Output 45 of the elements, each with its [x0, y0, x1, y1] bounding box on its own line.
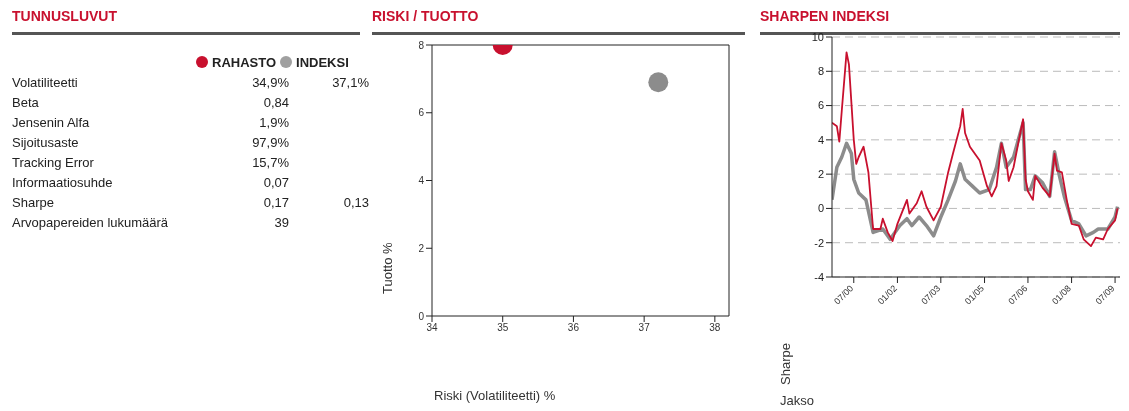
y-tick-label: 0	[817, 202, 824, 215]
x-axis-title: Jakso	[780, 393, 814, 408]
data-label: 97,9%	[251, 134, 289, 150]
category-label: Volatiliteetti	[12, 74, 79, 90]
data-label: 0,17	[262, 194, 289, 210]
x-tick-label: 38	[709, 322, 721, 334]
y-tick-label: -2	[814, 236, 824, 249]
y-axis-title: Tuotto %	[380, 242, 396, 294]
data-label: 0,07	[262, 174, 289, 190]
text: TUNNUSLUVUT	[12, 8, 118, 24]
y-tick-label: 8	[817, 65, 824, 78]
x-axis-title: Riski (Volatiliteetti) %	[434, 388, 556, 403]
line-series	[832, 51, 1119, 248]
y-axis-title: Sharpe	[778, 343, 794, 385]
chart-title: SHARPEN INDEKSI	[760, 8, 891, 24]
data-label: 0,13	[342, 194, 369, 210]
y-tick-label: 8	[418, 39, 425, 51]
data-label: 15,7%	[251, 154, 289, 170]
category-label: Jensenin Alfa	[12, 114, 91, 130]
y-tick-label: 6	[817, 99, 824, 112]
data-label: 39	[273, 214, 289, 230]
category-label: Sharpe	[12, 194, 55, 210]
data-label: 0,84	[262, 94, 289, 110]
y-tick-label: 0	[418, 310, 425, 322]
y-tick-label: -4	[814, 270, 824, 283]
legend-label: RAHASTO	[212, 54, 277, 70]
category-label: Arvopapereiden lukumäärä	[12, 214, 170, 230]
x-tick-label: 35	[497, 322, 509, 334]
chart-title: RISKI / TUOTTO	[372, 8, 480, 24]
category-label: Beta	[12, 94, 40, 110]
y-tick-label: 2	[418, 242, 425, 254]
x-tick-label: 36	[567, 322, 580, 334]
y-tick-label: 4	[817, 133, 824, 146]
legend-label: INDEKSI	[296, 54, 349, 70]
x-tick-label: 37	[638, 322, 651, 334]
data-label: 1,9%	[258, 114, 289, 130]
y-tick-label: 2	[817, 168, 824, 181]
category-label: Informaatiosuhde	[12, 174, 114, 190]
data-label: 34,9%	[251, 74, 289, 90]
y-tick-label: 6	[418, 107, 425, 119]
category-label: Sijoitusaste	[12, 134, 80, 150]
y-tick-label: 4	[418, 175, 425, 187]
category-label: Tracking Error	[12, 154, 95, 170]
data-label: 37,1%	[331, 74, 369, 90]
x-tick-label: 34	[426, 322, 438, 334]
